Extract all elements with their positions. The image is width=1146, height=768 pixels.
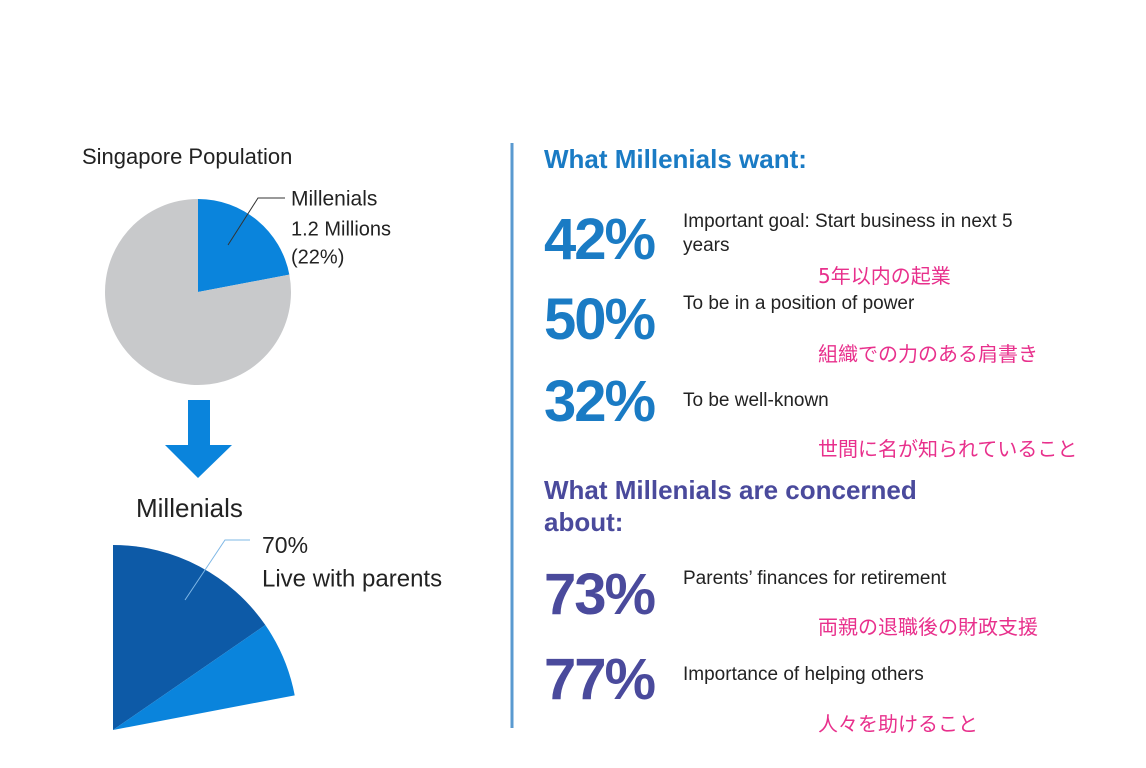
pie [104,199,291,386]
leader-line [184,539,250,601]
pie-slice [104,199,291,386]
stat-text: To be in a position of power [683,293,915,314]
slice-value-label: 70% [262,532,308,558]
slice-annotation: 1.2 Millions [291,218,391,240]
stat-note: 世間に名が知られていること [818,437,1078,461]
pie-slice [113,545,266,730]
stat-note: 人々を助けること [818,712,978,736]
pie-slice [198,199,290,292]
stat-text: Parents’ finances for retirement [683,568,947,589]
stat-figure: 73% [544,562,656,627]
slice-label: Live with parents [262,565,442,592]
stat-figure: 50% [544,287,656,352]
section-heading: What Millenials want: [544,144,807,174]
pie-title: Millenials [136,493,243,523]
pie-slice [113,625,295,730]
stat-note: 両親の退職後の財政支援 [818,615,1038,639]
slice-label: Millenials [291,188,377,211]
stat-figure: 42% [544,207,656,272]
stat-note: 組織での力のある肩書き [818,342,1038,366]
stat-text: Importance of helping others [683,664,924,685]
pie [113,545,295,730]
arrow [165,400,232,478]
stat-note: 5年以内の起業 [818,264,951,288]
slice-value-label: (22%) [291,246,344,268]
stat-text: To be well-known [683,390,829,411]
stat-figure: 32% [544,369,656,434]
section-heading: What Millenials are concerned about: [544,475,917,537]
pie-title: Singapore Population [82,144,292,169]
leader-line [227,197,285,246]
stat-text: Important goal: Start business in next 5… [683,211,1013,256]
stat-figure: 77% [544,647,656,712]
